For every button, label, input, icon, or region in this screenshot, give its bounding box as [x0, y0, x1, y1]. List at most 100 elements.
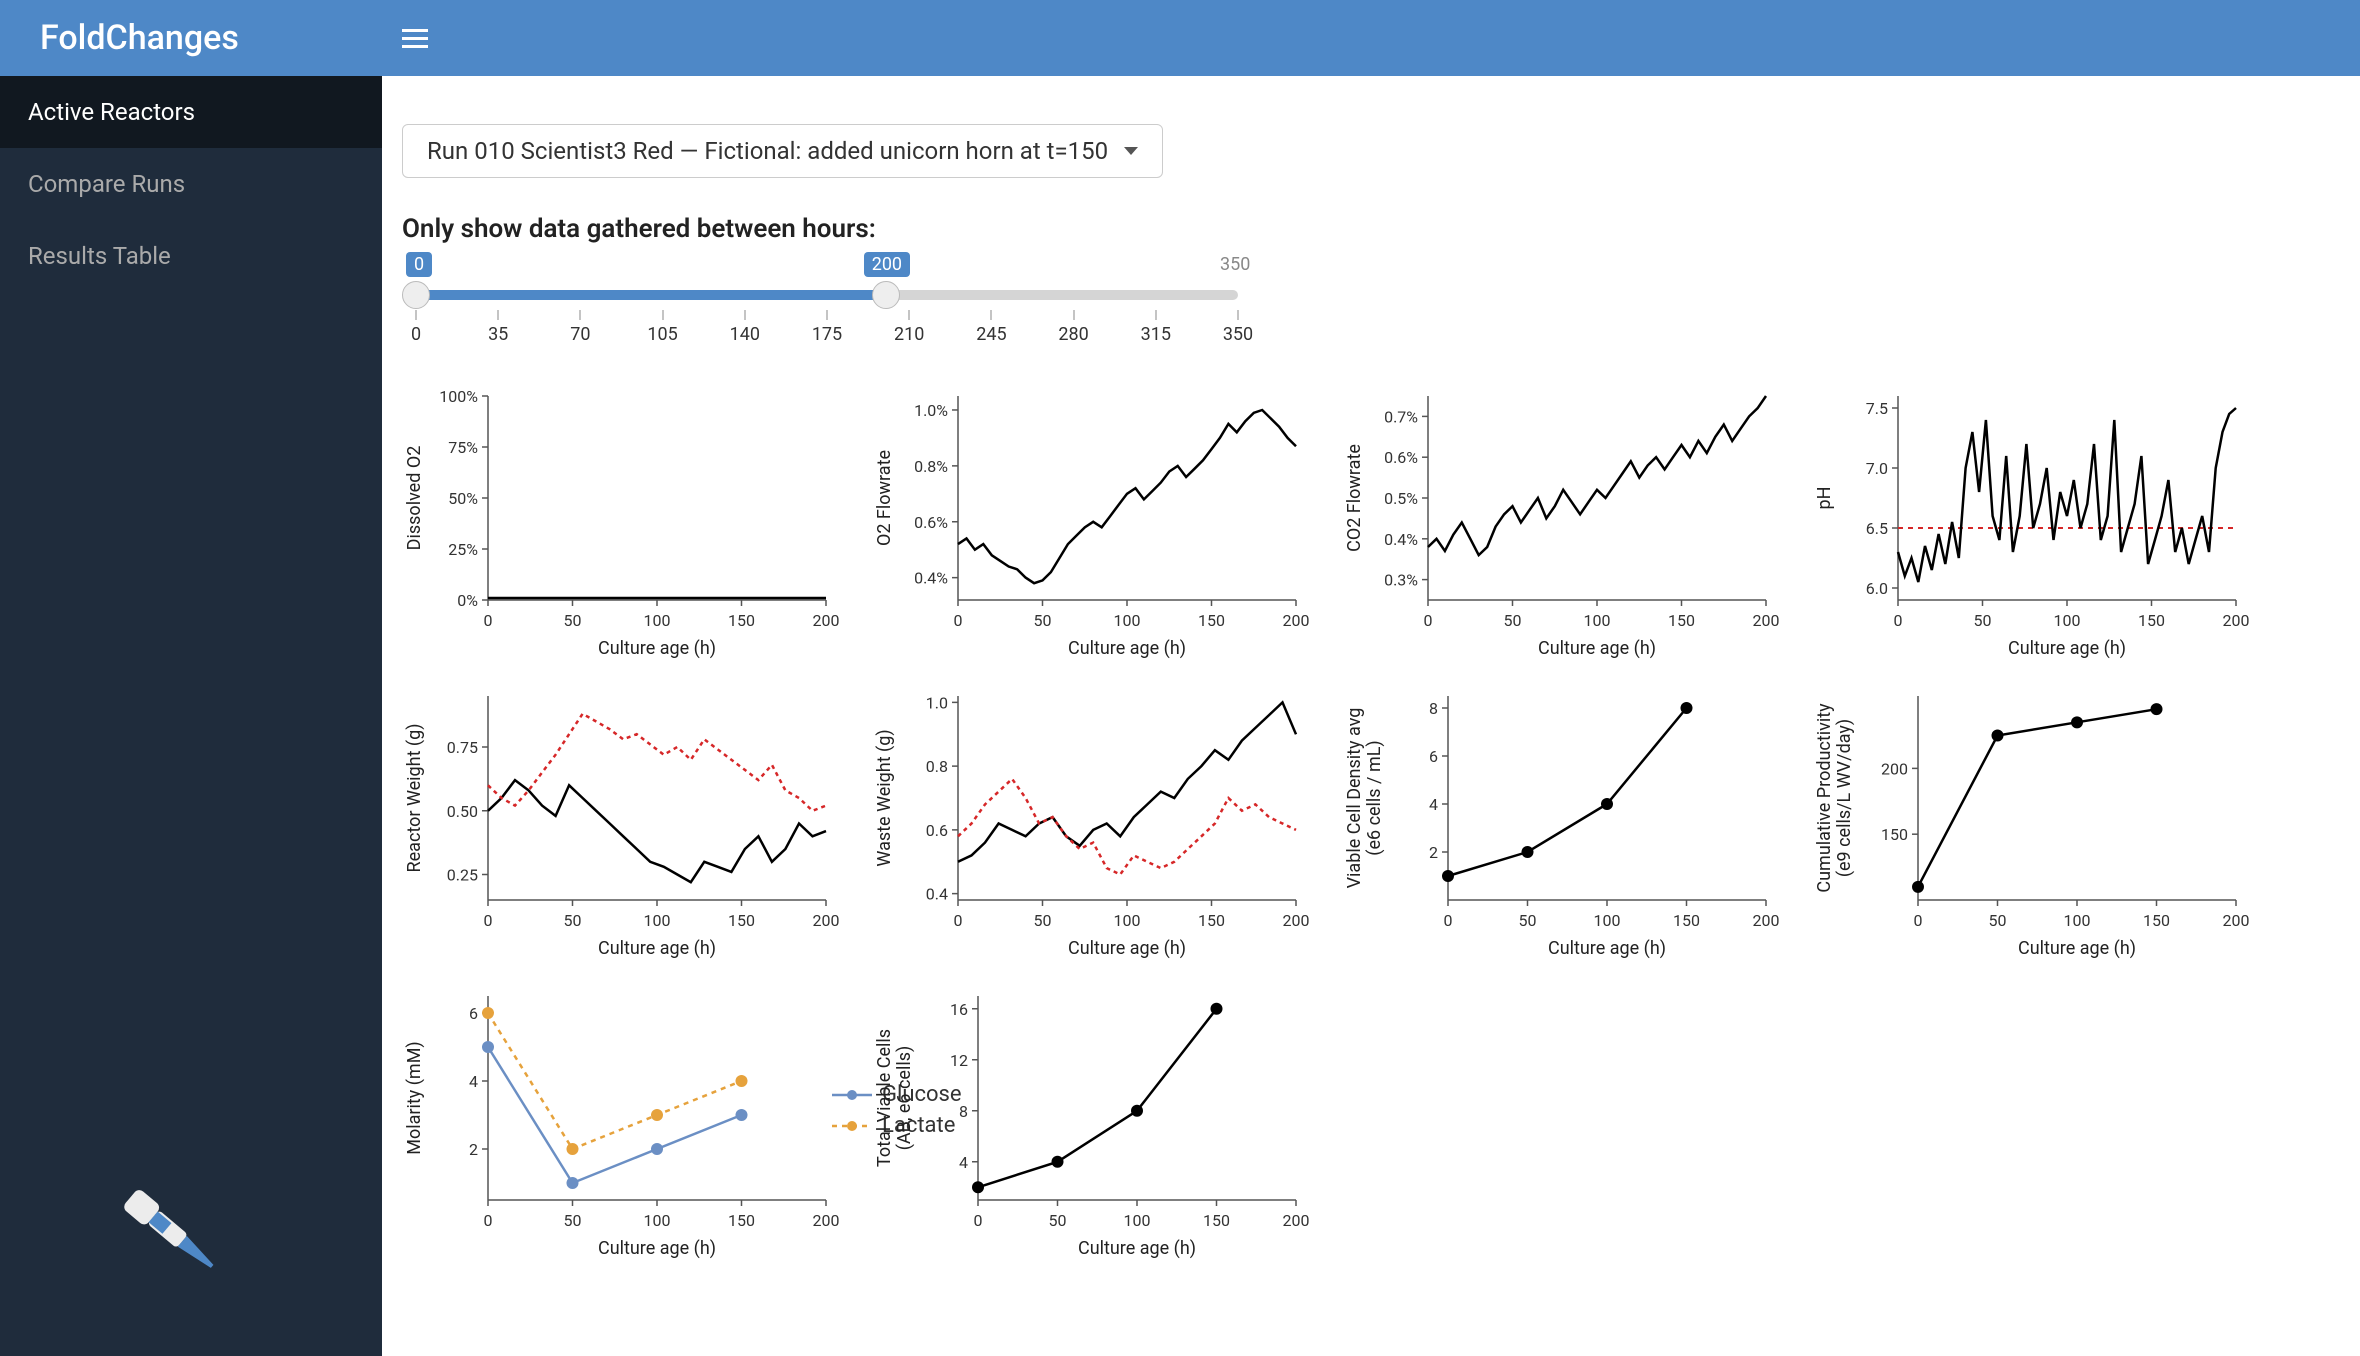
main-content: Run 010 Scientist3 Red — Fictional: adde… [382, 76, 2360, 1356]
svg-text:200: 200 [1753, 911, 1780, 930]
svg-text:200: 200 [813, 911, 840, 930]
svg-text:Culture age (h): Culture age (h) [2008, 638, 2126, 659]
svg-text:200: 200 [1753, 611, 1780, 630]
svg-text:0.3%: 0.3% [1384, 571, 1418, 590]
svg-text:(e9 cells/L WV/day): (e9 cells/L WV/day) [1834, 719, 1855, 877]
svg-text:8: 8 [1429, 699, 1438, 718]
nav-list: Active ReactorsCompare RunsResults Table [0, 76, 382, 292]
svg-text:O2 Flowrate: O2 Flowrate [874, 450, 895, 546]
svg-text:Culture age (h): Culture age (h) [1078, 1238, 1196, 1259]
svg-text:50: 50 [1519, 911, 1537, 930]
svg-text:1.0%: 1.0% [914, 401, 948, 420]
sidebar: Active ReactorsCompare RunsResults Table [0, 76, 382, 1356]
svg-text:0.6%: 0.6% [1384, 448, 1418, 467]
slider-badge-high: 200 [864, 252, 910, 277]
svg-text:100: 100 [1584, 611, 1611, 630]
svg-text:(AB, e6 cells): (AB, e6 cells) [894, 1046, 915, 1151]
chart-co2_flowrate: 0.3%0.4%0.5%0.6%0.7%050100150200Culture … [1342, 384, 1812, 674]
svg-text:50%: 50% [448, 489, 478, 508]
chart-vcd: 2468050100150200Culture age (h)Viable Ce… [1342, 684, 1812, 974]
slider-tick [498, 310, 499, 320]
chart-molarity: 246050100150200Culture age (h)Molarity (… [402, 984, 872, 1274]
svg-text:Culture age (h): Culture age (h) [1538, 638, 1656, 659]
svg-text:150: 150 [1198, 911, 1225, 930]
svg-text:7.5: 7.5 [1866, 399, 1888, 418]
svg-text:200: 200 [2223, 911, 2250, 930]
svg-text:150: 150 [1198, 611, 1225, 630]
svg-text:200: 200 [813, 1211, 840, 1230]
svg-text:150: 150 [2143, 911, 2170, 930]
svg-text:75%: 75% [448, 438, 478, 457]
svg-text:200: 200 [2223, 611, 2250, 630]
slider-tick-label: 350 [1223, 324, 1253, 345]
svg-text:0.6: 0.6 [926, 821, 948, 840]
svg-text:0.4: 0.4 [926, 885, 948, 904]
svg-text:Culture age (h): Culture age (h) [598, 1238, 716, 1259]
svg-text:0: 0 [954, 611, 963, 630]
svg-text:100%: 100% [439, 387, 478, 406]
svg-text:150: 150 [1881, 825, 1908, 844]
svg-text:0: 0 [484, 1211, 493, 1230]
chart-cum_prod: 150200050100150200Culture age (h)Cumulat… [1812, 684, 2282, 974]
svg-text:0: 0 [1424, 611, 1433, 630]
run-select-dropdown[interactable]: Run 010 Scientist3 Red — Fictional: adde… [402, 124, 1163, 178]
svg-text:1.0: 1.0 [926, 693, 948, 712]
svg-text:Culture age (h): Culture age (h) [598, 938, 716, 959]
time-range-label: Only show data gathered between hours: [402, 214, 2340, 244]
chart-dissolved_o2: 0%25%50%75%100%050100150200Culture age (… [402, 384, 872, 674]
sidebar-item-results-table[interactable]: Results Table [0, 220, 382, 292]
svg-text:Viable Cell Density avg: Viable Cell Density avg [1344, 708, 1365, 889]
chevron-down-icon [1124, 147, 1138, 155]
chart-ph: 6.06.57.07.5050100150200Culture age (h)p… [1812, 384, 2282, 674]
svg-text:0.75: 0.75 [447, 738, 478, 757]
slider-tick-label: 175 [812, 324, 842, 345]
svg-text:4: 4 [469, 1072, 478, 1091]
svg-text:pH: pH [1814, 487, 1835, 510]
svg-text:16: 16 [950, 1000, 968, 1019]
svg-text:CO2 Flowrate: CO2 Flowrate [1344, 444, 1365, 552]
sidebar-item-active-reactors[interactable]: Active Reactors [0, 76, 382, 148]
svg-text:50: 50 [1034, 911, 1052, 930]
svg-text:Culture age (h): Culture age (h) [598, 638, 716, 659]
svg-text:2: 2 [1429, 843, 1438, 862]
svg-text:150: 150 [2138, 611, 2165, 630]
svg-text:0%: 0% [457, 591, 478, 610]
svg-text:Culture age (h): Culture age (h) [1548, 938, 1666, 959]
slider-tick-label: 70 [570, 324, 590, 345]
svg-text:150: 150 [1668, 611, 1695, 630]
svg-text:150: 150 [1203, 1211, 1230, 1230]
slider-fill [416, 290, 886, 300]
svg-text:100: 100 [644, 611, 671, 630]
svg-text:0.4%: 0.4% [1384, 530, 1418, 549]
slider-tick [580, 310, 581, 320]
hamburger-icon[interactable] [402, 29, 428, 48]
slider-tick [909, 310, 910, 320]
svg-text:0: 0 [1444, 911, 1453, 930]
svg-text:Reactor Weight (g): Reactor Weight (g) [404, 724, 425, 873]
time-range-section: Only show data gathered between hours: 0… [402, 214, 2340, 354]
slider-tick-label: 315 [1141, 324, 1171, 345]
svg-text:Total Viable Cells: Total Viable Cells [874, 1029, 895, 1167]
svg-text:Cumulative Productivity: Cumulative Productivity [1814, 703, 1835, 893]
slider-tick-label: 105 [647, 324, 677, 345]
svg-text:150: 150 [728, 911, 755, 930]
slider-badge-low: 0 [406, 252, 432, 277]
svg-text:0: 0 [1914, 911, 1923, 930]
svg-text:50: 50 [1989, 911, 2007, 930]
slider-tick-label: 210 [894, 324, 924, 345]
slider-handle-low[interactable] [402, 281, 430, 309]
svg-text:100: 100 [1114, 911, 1141, 930]
slider-handle-high[interactable] [872, 281, 900, 309]
slider-tick [662, 310, 663, 320]
chart-total_viable: 481216050100150200Culture age (h)Total V… [872, 984, 1342, 1274]
svg-text:50: 50 [1974, 611, 1992, 630]
svg-text:50: 50 [1504, 611, 1522, 630]
svg-text:Culture age (h): Culture age (h) [1068, 638, 1186, 659]
svg-text:6.5: 6.5 [1866, 519, 1888, 538]
time-range-slider[interactable]: 0200350 03570105140175210245280315350 [402, 252, 1252, 354]
svg-text:4: 4 [959, 1153, 968, 1172]
svg-text:Culture age (h): Culture age (h) [1068, 938, 1186, 959]
sidebar-item-compare-runs[interactable]: Compare Runs [0, 148, 382, 220]
top-bar: FoldChanges [0, 0, 2360, 76]
legend-marker-lactate-icon [832, 1119, 872, 1133]
